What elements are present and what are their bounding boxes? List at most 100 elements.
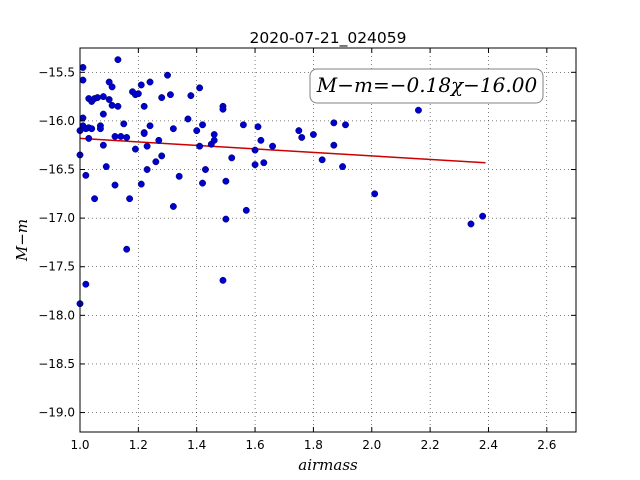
data-point bbox=[414, 106, 422, 114]
data-point bbox=[108, 101, 116, 109]
data-point bbox=[196, 142, 204, 150]
y-tick-label: −16.5 bbox=[38, 163, 75, 177]
data-point bbox=[479, 212, 487, 220]
y-tick-labels: −15.5 −16.0 −16.5 −17.0 −17.5 −18.0 −18.5 −19.0 bbox=[38, 65, 75, 419]
y-tick-label: −18.0 bbox=[38, 308, 75, 322]
data-point bbox=[295, 127, 303, 135]
data-point bbox=[166, 91, 174, 99]
data-point bbox=[79, 76, 87, 84]
data-point bbox=[99, 93, 107, 101]
data-point bbox=[309, 131, 317, 138]
data-point bbox=[257, 136, 265, 144]
data-point bbox=[137, 180, 145, 188]
data-point bbox=[96, 125, 104, 133]
data-point bbox=[79, 63, 87, 71]
data-point bbox=[114, 102, 122, 110]
fit-line-layer bbox=[79, 137, 486, 164]
data-point bbox=[120, 120, 128, 128]
data-point bbox=[254, 123, 262, 131]
data-point bbox=[140, 130, 148, 137]
y-axis-label: M−m bbox=[13, 219, 31, 262]
data-point bbox=[222, 177, 230, 185]
x-tick-label: 2.4 bbox=[479, 438, 498, 452]
data-point bbox=[164, 71, 171, 79]
data-point bbox=[102, 163, 110, 171]
y-tick-label: −18.5 bbox=[38, 357, 75, 371]
data-point bbox=[134, 90, 142, 98]
data-point bbox=[91, 195, 99, 203]
data-point bbox=[140, 102, 148, 110]
data-point bbox=[143, 166, 151, 173]
data-point bbox=[371, 190, 379, 198]
data-point bbox=[318, 156, 326, 164]
x-tick-label: 1.2 bbox=[129, 438, 148, 452]
data-point bbox=[143, 142, 151, 150]
data-point bbox=[108, 83, 116, 91]
data-point bbox=[260, 159, 268, 167]
data-points bbox=[76, 56, 487, 308]
x-tick-label: 1.4 bbox=[187, 438, 206, 452]
data-point bbox=[126, 195, 134, 203]
data-point bbox=[339, 163, 347, 171]
data-point bbox=[184, 115, 192, 123]
data-point bbox=[467, 220, 475, 228]
data-point bbox=[169, 203, 177, 210]
x-tick-label: 2.0 bbox=[362, 438, 381, 452]
data-point bbox=[114, 56, 122, 64]
data-point bbox=[187, 92, 195, 100]
fit-line bbox=[79, 137, 486, 164]
data-point bbox=[210, 136, 218, 144]
data-point bbox=[94, 94, 101, 102]
y-tick-label: −16.0 bbox=[38, 114, 75, 128]
data-point bbox=[298, 133, 306, 141]
data-point bbox=[239, 121, 247, 129]
data-point bbox=[219, 276, 227, 284]
fit-equation-box: M−m=−0.18χ−16.00 bbox=[309, 68, 544, 104]
data-point bbox=[79, 114, 87, 122]
x-tick-label: 1.8 bbox=[304, 438, 323, 452]
data-point bbox=[146, 122, 154, 130]
data-point bbox=[199, 121, 206, 129]
data-point bbox=[85, 134, 93, 142]
data-point bbox=[146, 78, 154, 86]
data-point bbox=[131, 145, 139, 153]
data-point bbox=[169, 125, 177, 133]
y-tick-label: −15.5 bbox=[38, 65, 75, 79]
x-tick-labels: 1.0 1.2 1.4 1.6 1.8 2.0 2.2 2.4 2.6 bbox=[70, 438, 556, 452]
data-point bbox=[82, 171, 90, 179]
x-axis-label: airmass bbox=[298, 456, 358, 474]
data-point bbox=[152, 158, 160, 166]
data-point bbox=[88, 125, 96, 133]
x-tick-label: 2.6 bbox=[537, 438, 556, 452]
data-point bbox=[99, 141, 107, 149]
data-point bbox=[219, 105, 227, 113]
data-point bbox=[158, 152, 166, 160]
data-point bbox=[123, 133, 131, 141]
data-point bbox=[196, 84, 204, 92]
x-tick-label: 1.0 bbox=[70, 438, 89, 452]
data-point bbox=[117, 133, 125, 140]
data-point bbox=[242, 206, 250, 214]
grid-lines bbox=[79, 48, 576, 432]
fit-equation-text: M−m=−0.18χ−16.00 bbox=[316, 73, 538, 97]
data-point bbox=[193, 127, 201, 135]
axis-ticks bbox=[79, 48, 576, 432]
data-point bbox=[82, 280, 90, 288]
y-tick-label: −17.5 bbox=[38, 260, 75, 274]
data-point bbox=[251, 161, 259, 169]
data-point bbox=[123, 245, 131, 253]
data-point bbox=[228, 154, 236, 162]
chart-title: 2020-07-21_024059 bbox=[250, 29, 407, 48]
y-tick-label: −19.0 bbox=[38, 406, 75, 420]
data-point bbox=[105, 96, 113, 103]
data-point bbox=[210, 131, 218, 138]
data-point bbox=[111, 133, 119, 140]
data-point bbox=[155, 136, 163, 144]
data-point bbox=[330, 119, 338, 127]
data-point bbox=[342, 121, 349, 129]
data-point bbox=[99, 110, 107, 118]
data-point bbox=[158, 94, 166, 102]
data-point bbox=[202, 166, 209, 173]
data-point bbox=[222, 215, 230, 223]
